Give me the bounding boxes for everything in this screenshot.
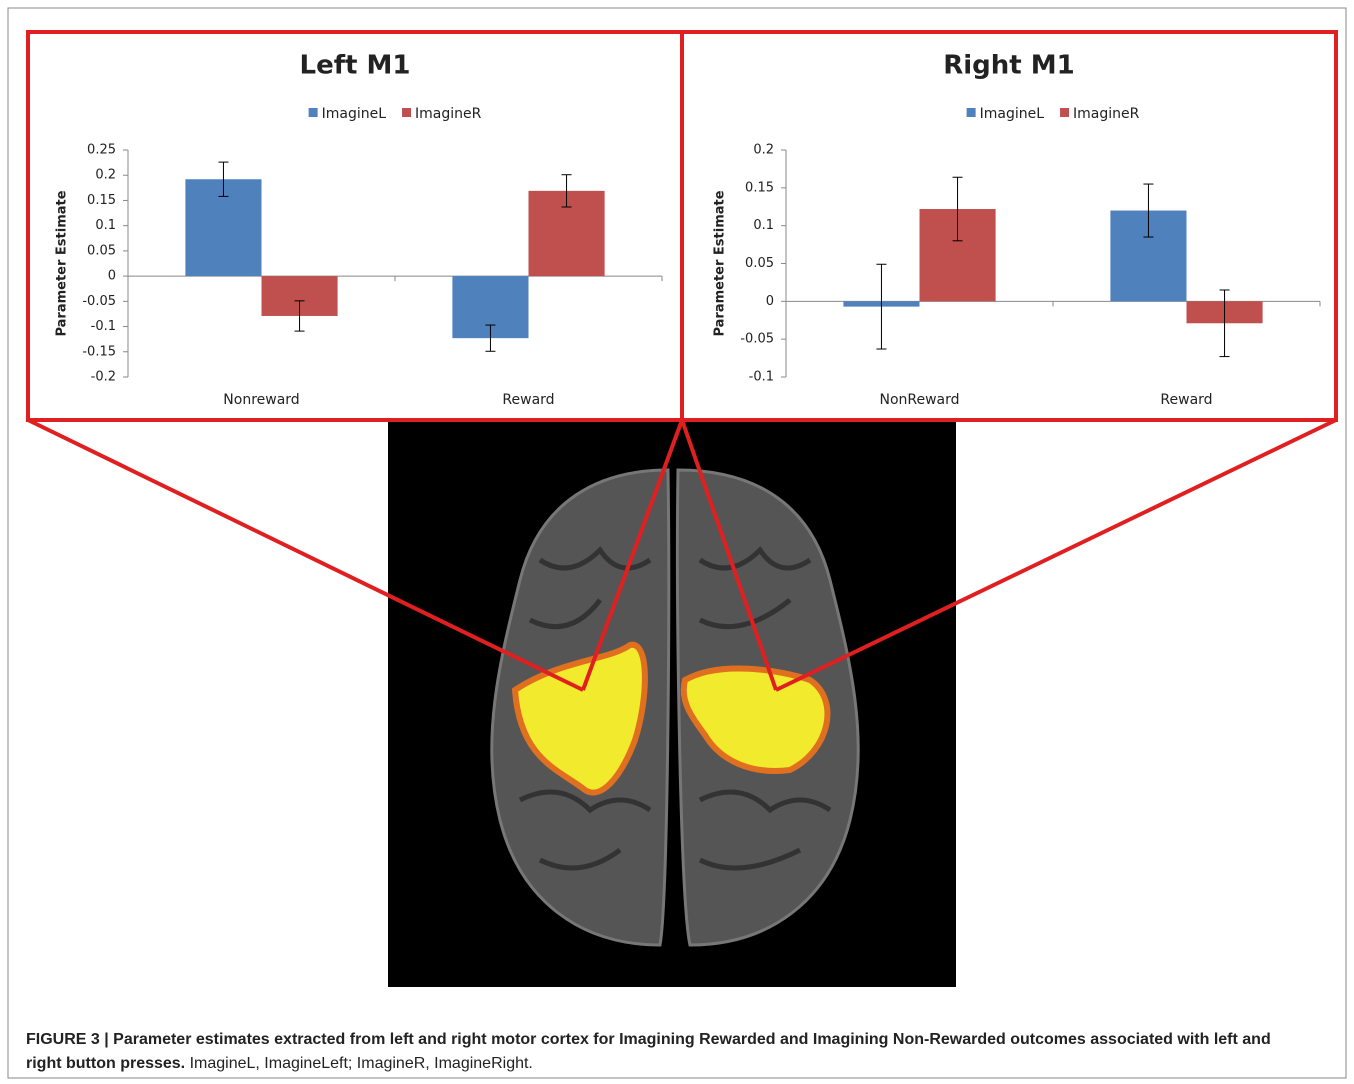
y-tick-label: -0.1	[749, 370, 774, 385]
figure: Left M1 Parameter Estimate -0.2 -0.15 -0.1 -0…	[0, 0, 1354, 1084]
x-tick-label: Reward	[1160, 392, 1212, 408]
y-tick-label: -0.15	[82, 344, 116, 359]
y-tick-label: 0.1	[753, 218, 774, 233]
legend-swatch	[967, 108, 976, 117]
y-tick-label: 0.05	[745, 256, 774, 271]
y-tick-label: 0.1	[95, 218, 116, 233]
legend-swatch	[309, 108, 318, 117]
caption-text: ImagineL, ImagineLeft; ImagineR, Imagine…	[190, 1055, 533, 1072]
y-tick-label: 0.2	[753, 143, 774, 158]
y-tick-label: -0.2	[91, 370, 116, 385]
y-tick-label: -0.1	[91, 319, 116, 334]
y-tick-label: 0.25	[87, 143, 116, 158]
legend-label: ImagineR	[415, 106, 482, 122]
legend-swatch	[1060, 108, 1069, 117]
y-tick-label: 0	[108, 269, 116, 284]
y-tick-label: -0.05	[82, 294, 116, 309]
caption: FIGURE 3 | Parameter estimates extracted…	[26, 1028, 1276, 1076]
y-tick-label: -0.05	[740, 332, 774, 347]
y-tick-label: 0.15	[87, 193, 116, 208]
y-tick-label: 0.2	[95, 168, 116, 183]
chart-title: Right M1	[943, 51, 1075, 81]
legend-label: ImagineL	[322, 106, 387, 122]
y-axis-label: Parameter Estimate	[713, 190, 728, 336]
y-tick-label: 0.15	[745, 180, 774, 195]
y-axis-label: Parameter Estimate	[55, 190, 70, 336]
brain-image	[388, 420, 956, 987]
x-tick-label: Reward	[502, 392, 554, 408]
chart-title: Left M1	[300, 51, 411, 81]
legend-label: ImagineL	[980, 106, 1045, 122]
x-tick-label: Nonreward	[223, 392, 299, 408]
x-tick-label: NonReward	[879, 392, 959, 408]
legend-swatch	[402, 108, 411, 117]
y-tick-label: 0	[766, 294, 774, 309]
y-tick-label: 0.05	[87, 243, 116, 258]
figure-page: Left M1 Parameter Estimate -0.2 -0.15 -0.1 -0…	[0, 0, 1354, 1084]
legend-label: ImagineR	[1073, 106, 1140, 122]
